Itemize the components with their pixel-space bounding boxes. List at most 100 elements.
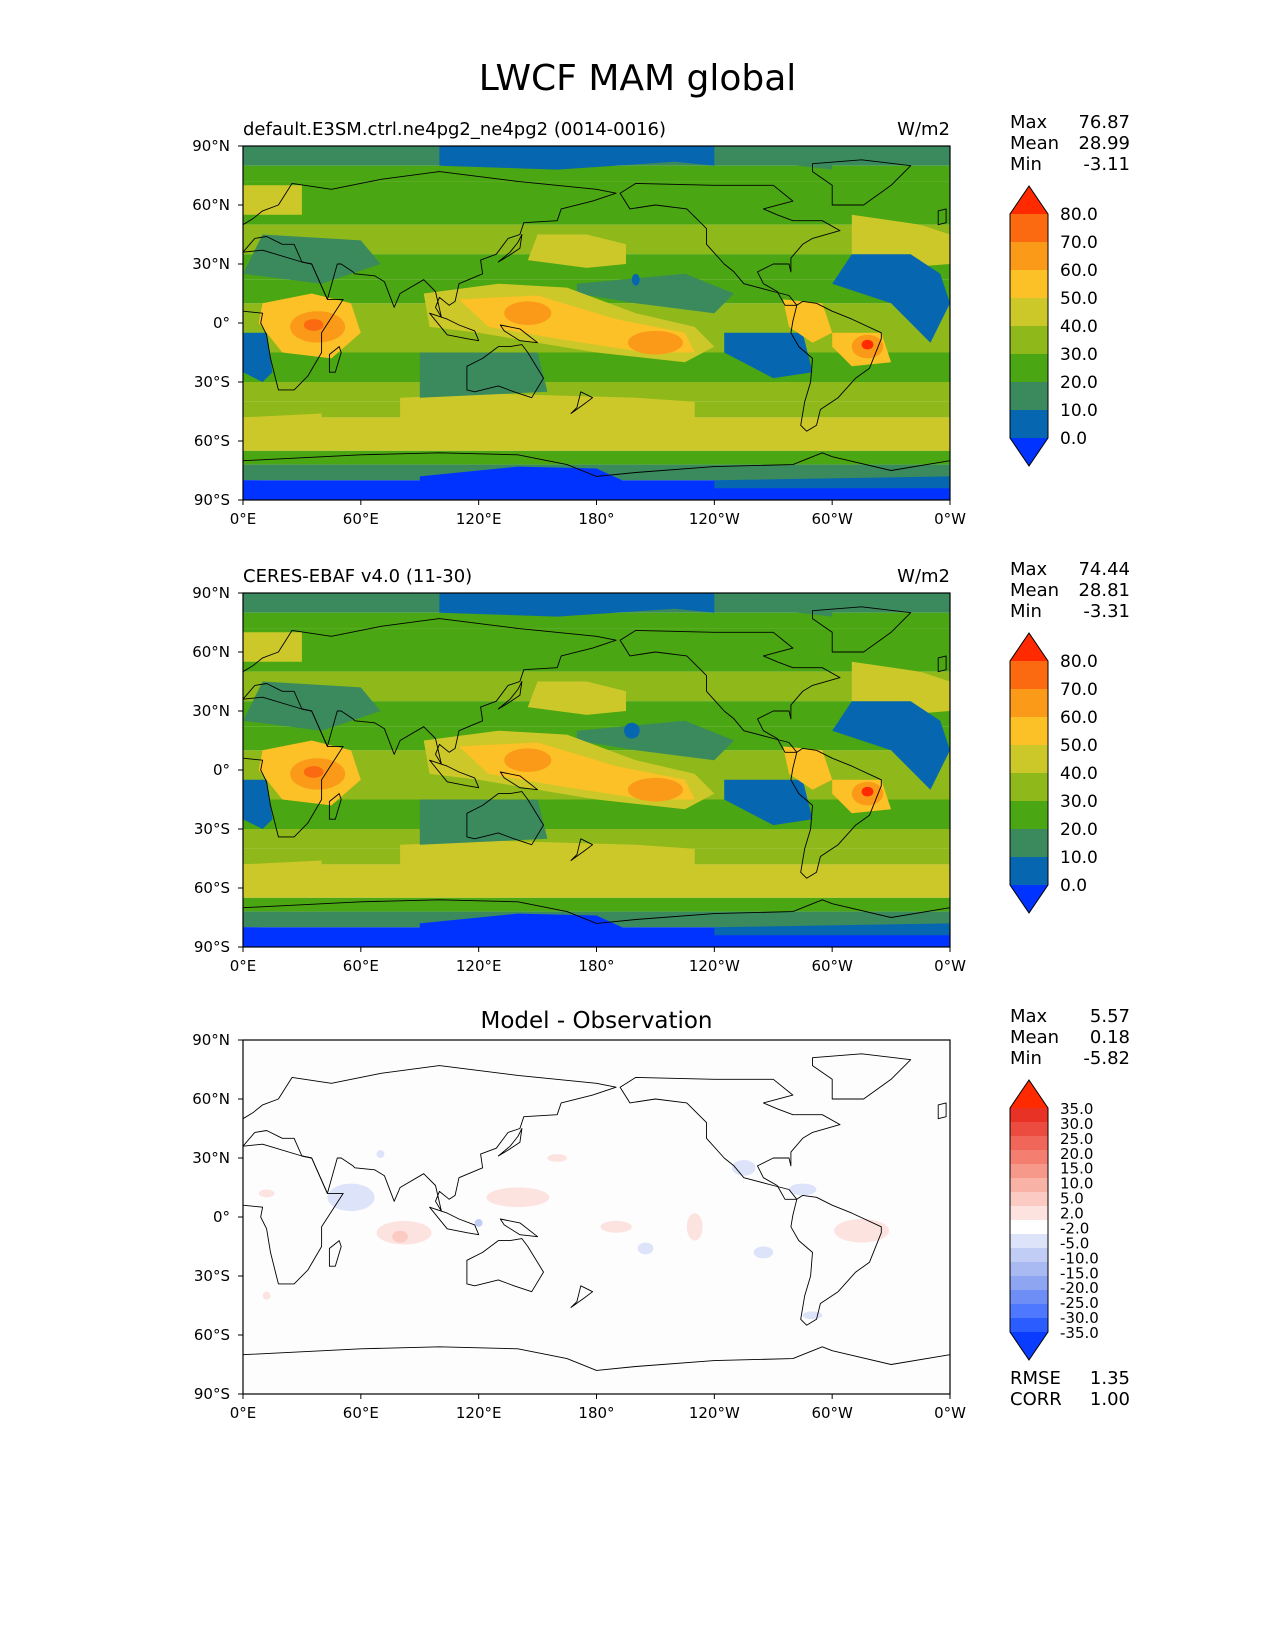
colorbar-tick-label: 30.0	[1060, 1115, 1093, 1133]
colorbar-segment	[1010, 382, 1048, 411]
y-tick-label: 90°S	[194, 1385, 230, 1403]
x-tick-label: 0°W	[934, 1404, 966, 1422]
lwcf-sahara-dry	[243, 681, 381, 731]
x-tick-label: 60°E	[343, 1404, 379, 1422]
lwcf-atl-dry	[832, 701, 950, 790]
colorbar-tick-label: 40.0	[1060, 764, 1098, 784]
coastline	[812, 1053, 912, 1100]
coastline	[466, 344, 544, 399]
y-tick-label: 60°S	[194, 1326, 230, 1344]
colorbar-tick-label: -15.0	[1060, 1264, 1099, 1282]
coastline	[243, 1346, 950, 1394]
colorbar-tick-label: 0.0	[1060, 876, 1087, 896]
stat-value-min: -3.11	[1083, 154, 1130, 175]
x-tick-label: 180°	[578, 1404, 614, 1422]
coastline	[937, 655, 947, 673]
x-tick-label: 180°	[578, 510, 614, 528]
panel-diff: 0°E 60°E 120°E 180° 120°W 60°W 0°W 90°N 60°N 30°N…	[192, 1006, 1130, 1422]
lwcf-spcz-max	[627, 330, 683, 355]
x-tick-label: 120°E	[456, 1404, 502, 1422]
coastline	[243, 1143, 344, 1285]
stat-label-min: Min	[1010, 601, 1042, 622]
colorbar-segment	[1010, 326, 1048, 355]
colorbar-tick-label: -10.0	[1060, 1249, 1099, 1267]
lwcf-seatl-dry	[243, 779, 273, 829]
y-tick-label: 30°S	[194, 820, 230, 838]
x-tick-label: 60°E	[343, 957, 379, 975]
y-tick-label: 30°S	[194, 1267, 230, 1285]
lwcf-storm-track	[243, 413, 322, 426]
panel-title: Model - Observation	[480, 1008, 712, 1034]
stat-label-min: Min	[1010, 154, 1042, 175]
coastline	[790, 300, 882, 432]
colorbar-tick-label: 2.0	[1060, 1205, 1084, 1223]
coastline	[812, 606, 912, 653]
lwcf-band	[243, 628, 950, 672]
lwcf-wp-max	[504, 301, 552, 325]
colorbar-outline	[1009, 1079, 1049, 1361]
colorbar-segment	[1010, 1290, 1048, 1305]
colorbar-segment	[1010, 242, 1048, 271]
x-tick-label: 120°W	[689, 510, 740, 528]
lwcf-arctic-low	[439, 146, 715, 170]
diff-positive	[600, 1220, 632, 1233]
colorbar-tick-label: 70.0	[1060, 680, 1098, 700]
y-tick-label: 0°	[213, 761, 230, 779]
colorbar-segment	[1010, 1262, 1048, 1277]
stat-value-min: -5.82	[1083, 1048, 1130, 1069]
colorbar-tick-label: 30.0	[1060, 345, 1098, 365]
coastline	[429, 312, 480, 342]
lwcf-arctic-low	[439, 593, 715, 617]
colorbar-segment	[1010, 214, 1048, 243]
colorbar-segment	[1010, 773, 1048, 802]
coastline	[812, 159, 912, 206]
colorbar-segment	[1010, 410, 1048, 439]
colorbar-tick-label: 20.0	[1060, 373, 1098, 393]
colorbar-segment	[1010, 1220, 1048, 1235]
stat-value-min: -3.31	[1083, 601, 1130, 622]
field-obs	[243, 593, 950, 947]
colorbar-tick-label: -2.0	[1060, 1219, 1089, 1237]
stat-label-mean: Mean	[1010, 133, 1059, 154]
y-tick-label: 90°S	[194, 491, 230, 509]
x-tick-label: 0°W	[934, 957, 966, 975]
colorbar-tick-label: 20.0	[1060, 820, 1098, 840]
colorbar-tick-label: 50.0	[1060, 289, 1098, 309]
lwcf-band	[243, 352, 950, 382]
panel-units: W/m2	[897, 119, 950, 140]
colorbar-outline	[1009, 185, 1049, 467]
colorbar-segment	[1010, 354, 1048, 383]
x-tick-label: 60°W	[811, 957, 853, 975]
lwcf-aus-dry	[419, 799, 548, 845]
colorbar-segment	[1010, 1150, 1048, 1165]
coastlines	[243, 1053, 950, 1394]
colorbar-segment	[1010, 298, 1048, 327]
colorbar-segment	[1010, 857, 1048, 886]
y-tick-label: 60°N	[192, 196, 230, 214]
lwcf-africa-peak	[303, 766, 324, 778]
coastline	[499, 771, 539, 791]
stat-value-mean: 0.18	[1090, 1027, 1130, 1048]
lwcf-band	[243, 799, 950, 829]
coastline	[570, 838, 594, 861]
coastline	[243, 618, 617, 765]
lwcf-storm-track	[400, 840, 695, 879]
x-tick-label: 120°W	[689, 1404, 740, 1422]
y-tick-label: 90°N	[192, 1031, 230, 1049]
lwcf-pac-dry	[576, 273, 734, 314]
panel-model: 0°E 60°E 120°E 180° 120°W 60°W 0°W 90°N 60°N 30°N…	[192, 112, 1130, 528]
lwcf-sahara-dry	[243, 234, 381, 284]
colorbar-segment	[1010, 745, 1048, 774]
panel-obs: 0°E 60°E 120°E 180° 120°W 60°W 0°W 90°N 60°N 30°N…	[192, 559, 1130, 975]
stat-value-max: 74.44	[1078, 559, 1130, 580]
stat-label-mean: Mean	[1010, 580, 1059, 601]
colorbar-tick-label: -35.0	[1060, 1324, 1099, 1342]
coastlines	[243, 159, 950, 500]
y-tick-label: 30°N	[192, 1149, 230, 1167]
colorbar-tick-label: -5.0	[1060, 1234, 1089, 1252]
y-tick-label: 60°S	[194, 432, 230, 450]
y-tick-label: 60°N	[192, 1090, 230, 1108]
coastlines	[243, 606, 950, 947]
coastline	[466, 791, 544, 846]
colorbar-segment	[1010, 1234, 1048, 1249]
